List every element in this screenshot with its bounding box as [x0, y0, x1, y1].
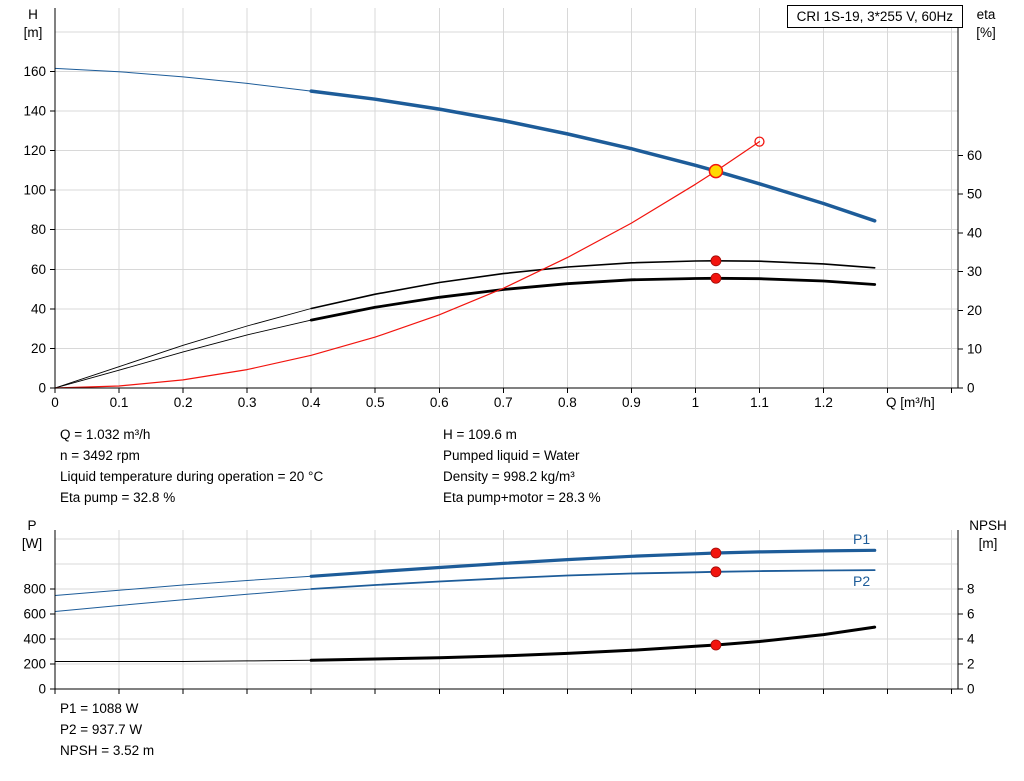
series-eta-pump-motor-curve [309, 276, 877, 322]
eta-pump-point [710, 255, 722, 267]
info-eta-pump-motor: Eta pump+motor = 28.3 % [443, 490, 601, 505]
svg-text:0.6: 0.6 [430, 395, 449, 410]
series-npsh-lead [54, 659, 312, 662]
eta-axis-title: eta [%] [964, 6, 1008, 41]
info-pumped-liquid: Pumped liquid = Water [443, 448, 580, 463]
svg-text:60: 60 [31, 262, 46, 277]
svg-text:100: 100 [23, 183, 46, 198]
svg-text:8: 8 [967, 582, 975, 597]
svg-text:0.1: 0.1 [110, 395, 129, 410]
npsh-axis-symbol: NPSH [969, 518, 1007, 533]
tick-labels: 0 200 400 600 800 0 2 4 6 8 [23, 582, 975, 697]
p2-point [710, 566, 722, 578]
series-system-curve [54, 141, 761, 389]
gridlines [55, 530, 958, 689]
npsh-axis-unit: [m] [978, 535, 998, 551]
info-npsh: NPSH = 3.52 m [60, 743, 155, 758]
h-axis-title: H [m] [14, 6, 52, 41]
svg-text:0.8: 0.8 [558, 395, 577, 410]
svg-text:160: 160 [23, 64, 46, 79]
chart-0: 0 0.1 0.2 0.3 0.4 0.5 0.6 0.7 0.8 0.9 1 1.1 1.2 0 20 40… [23, 8, 982, 410]
svg-text:20: 20 [967, 303, 982, 318]
p-axis-unit: [W] [21, 535, 43, 551]
svg-text:30: 30 [967, 264, 982, 279]
svg-text:400: 400 [23, 632, 46, 647]
svg-text:0.4: 0.4 [302, 395, 321, 410]
svg-text:1.2: 1.2 [814, 395, 833, 410]
info-speed: n = 3492 rpm [60, 448, 140, 463]
svg-text:50: 50 [967, 187, 982, 202]
h-axis-unit: [m] [23, 24, 43, 40]
eta-pump-motor-point [710, 272, 722, 284]
p-axis-title: P [W] [12, 517, 52, 552]
series-p1-lead [54, 575, 312, 596]
svg-text:6: 6 [967, 607, 975, 622]
info-density: Density = 998.2 kg/m³ [443, 469, 575, 484]
series-eta-pump-lead [54, 308, 312, 389]
info-liquid-temperature: Liquid temperature during operation = 20… [60, 469, 324, 484]
svg-text:40: 40 [31, 301, 46, 316]
svg-text:0: 0 [51, 395, 59, 410]
svg-text:40: 40 [967, 225, 982, 240]
series-p2-lead [54, 588, 312, 612]
operating-point-info-left: Q = 1.032 m³/h n = 3492 rpm Liquid tempe… [60, 424, 323, 508]
svg-text:0.3: 0.3 [238, 395, 257, 410]
svg-text:800: 800 [23, 582, 46, 597]
info-p2: P2 = 937.7 W [60, 722, 143, 737]
svg-text:1.1: 1.1 [750, 395, 769, 410]
svg-text:200: 200 [23, 657, 46, 672]
svg-text:0: 0 [967, 682, 975, 697]
svg-text:0.7: 0.7 [494, 395, 513, 410]
eta-axis-unit: [%] [976, 24, 996, 40]
svg-text:0.9: 0.9 [622, 395, 641, 410]
series-p2-curve [310, 569, 876, 590]
pump-model-title-box: CRI 1S-19, 3*255 V, 60Hz [786, 5, 963, 28]
svg-text:0: 0 [38, 682, 46, 697]
series-eta-pump-motor-lead [54, 319, 312, 389]
series-p1-curve [309, 548, 877, 578]
npsh-axis-title: NPSH [m] [962, 517, 1014, 552]
svg-text:1: 1 [692, 395, 700, 410]
svg-text:140: 140 [23, 103, 46, 118]
power-npsh-info: P1 = 1088 W P2 = 937.7 W NPSH = 3.52 m [60, 698, 154, 761]
svg-text:120: 120 [23, 143, 46, 158]
system-curve-end-circle [754, 136, 765, 147]
svg-text:4: 4 [967, 632, 975, 647]
svg-text:0: 0 [967, 381, 975, 396]
npsh-point [710, 639, 722, 651]
duty-point [708, 163, 724, 179]
p1-point [710, 547, 722, 559]
svg-text:0.2: 0.2 [174, 395, 193, 410]
info-p1: P1 = 1088 W [60, 701, 139, 716]
svg-text:600: 600 [23, 607, 46, 622]
p2-curve-label: P2 [853, 573, 871, 589]
eta-axis-symbol: eta [976, 7, 996, 22]
svg-text:2: 2 [967, 657, 975, 672]
svg-text:0: 0 [38, 381, 46, 396]
svg-text:60: 60 [967, 148, 982, 163]
svg-text:80: 80 [31, 222, 46, 237]
p1-curve-label: P1 [853, 531, 871, 547]
p-axis-symbol: P [27, 518, 37, 533]
gridlines [55, 8, 958, 388]
chart-1: 0 200 400 600 800 0 2 4 6 8 [23, 530, 975, 697]
series-npsh-curve [309, 625, 877, 662]
info-eta-pump: Eta pump = 32.8 % [60, 490, 176, 505]
operating-point-info-right: H = 109.6 m Pumped liquid = Water Densit… [443, 424, 601, 508]
svg-text:10: 10 [967, 342, 982, 357]
info-flow: Q = 1.032 m³/h [60, 427, 151, 442]
q-axis-title: Q [m³/h] [886, 395, 935, 410]
tick-labels: 0 0.1 0.2 0.3 0.4 0.5 0.6 0.7 0.8 0.9 1 1.1 1.2 0 20 40… [23, 64, 982, 410]
svg-text:0.5: 0.5 [366, 395, 385, 410]
series-h-q-curve [309, 89, 877, 223]
axes [54, 530, 959, 690]
series-eta-pump-curve [310, 260, 876, 310]
h-axis-symbol: H [28, 7, 38, 22]
axes [54, 8, 959, 389]
series-h-q-lead [54, 67, 312, 92]
svg-text:20: 20 [31, 341, 46, 356]
info-head: H = 109.6 m [443, 427, 517, 442]
